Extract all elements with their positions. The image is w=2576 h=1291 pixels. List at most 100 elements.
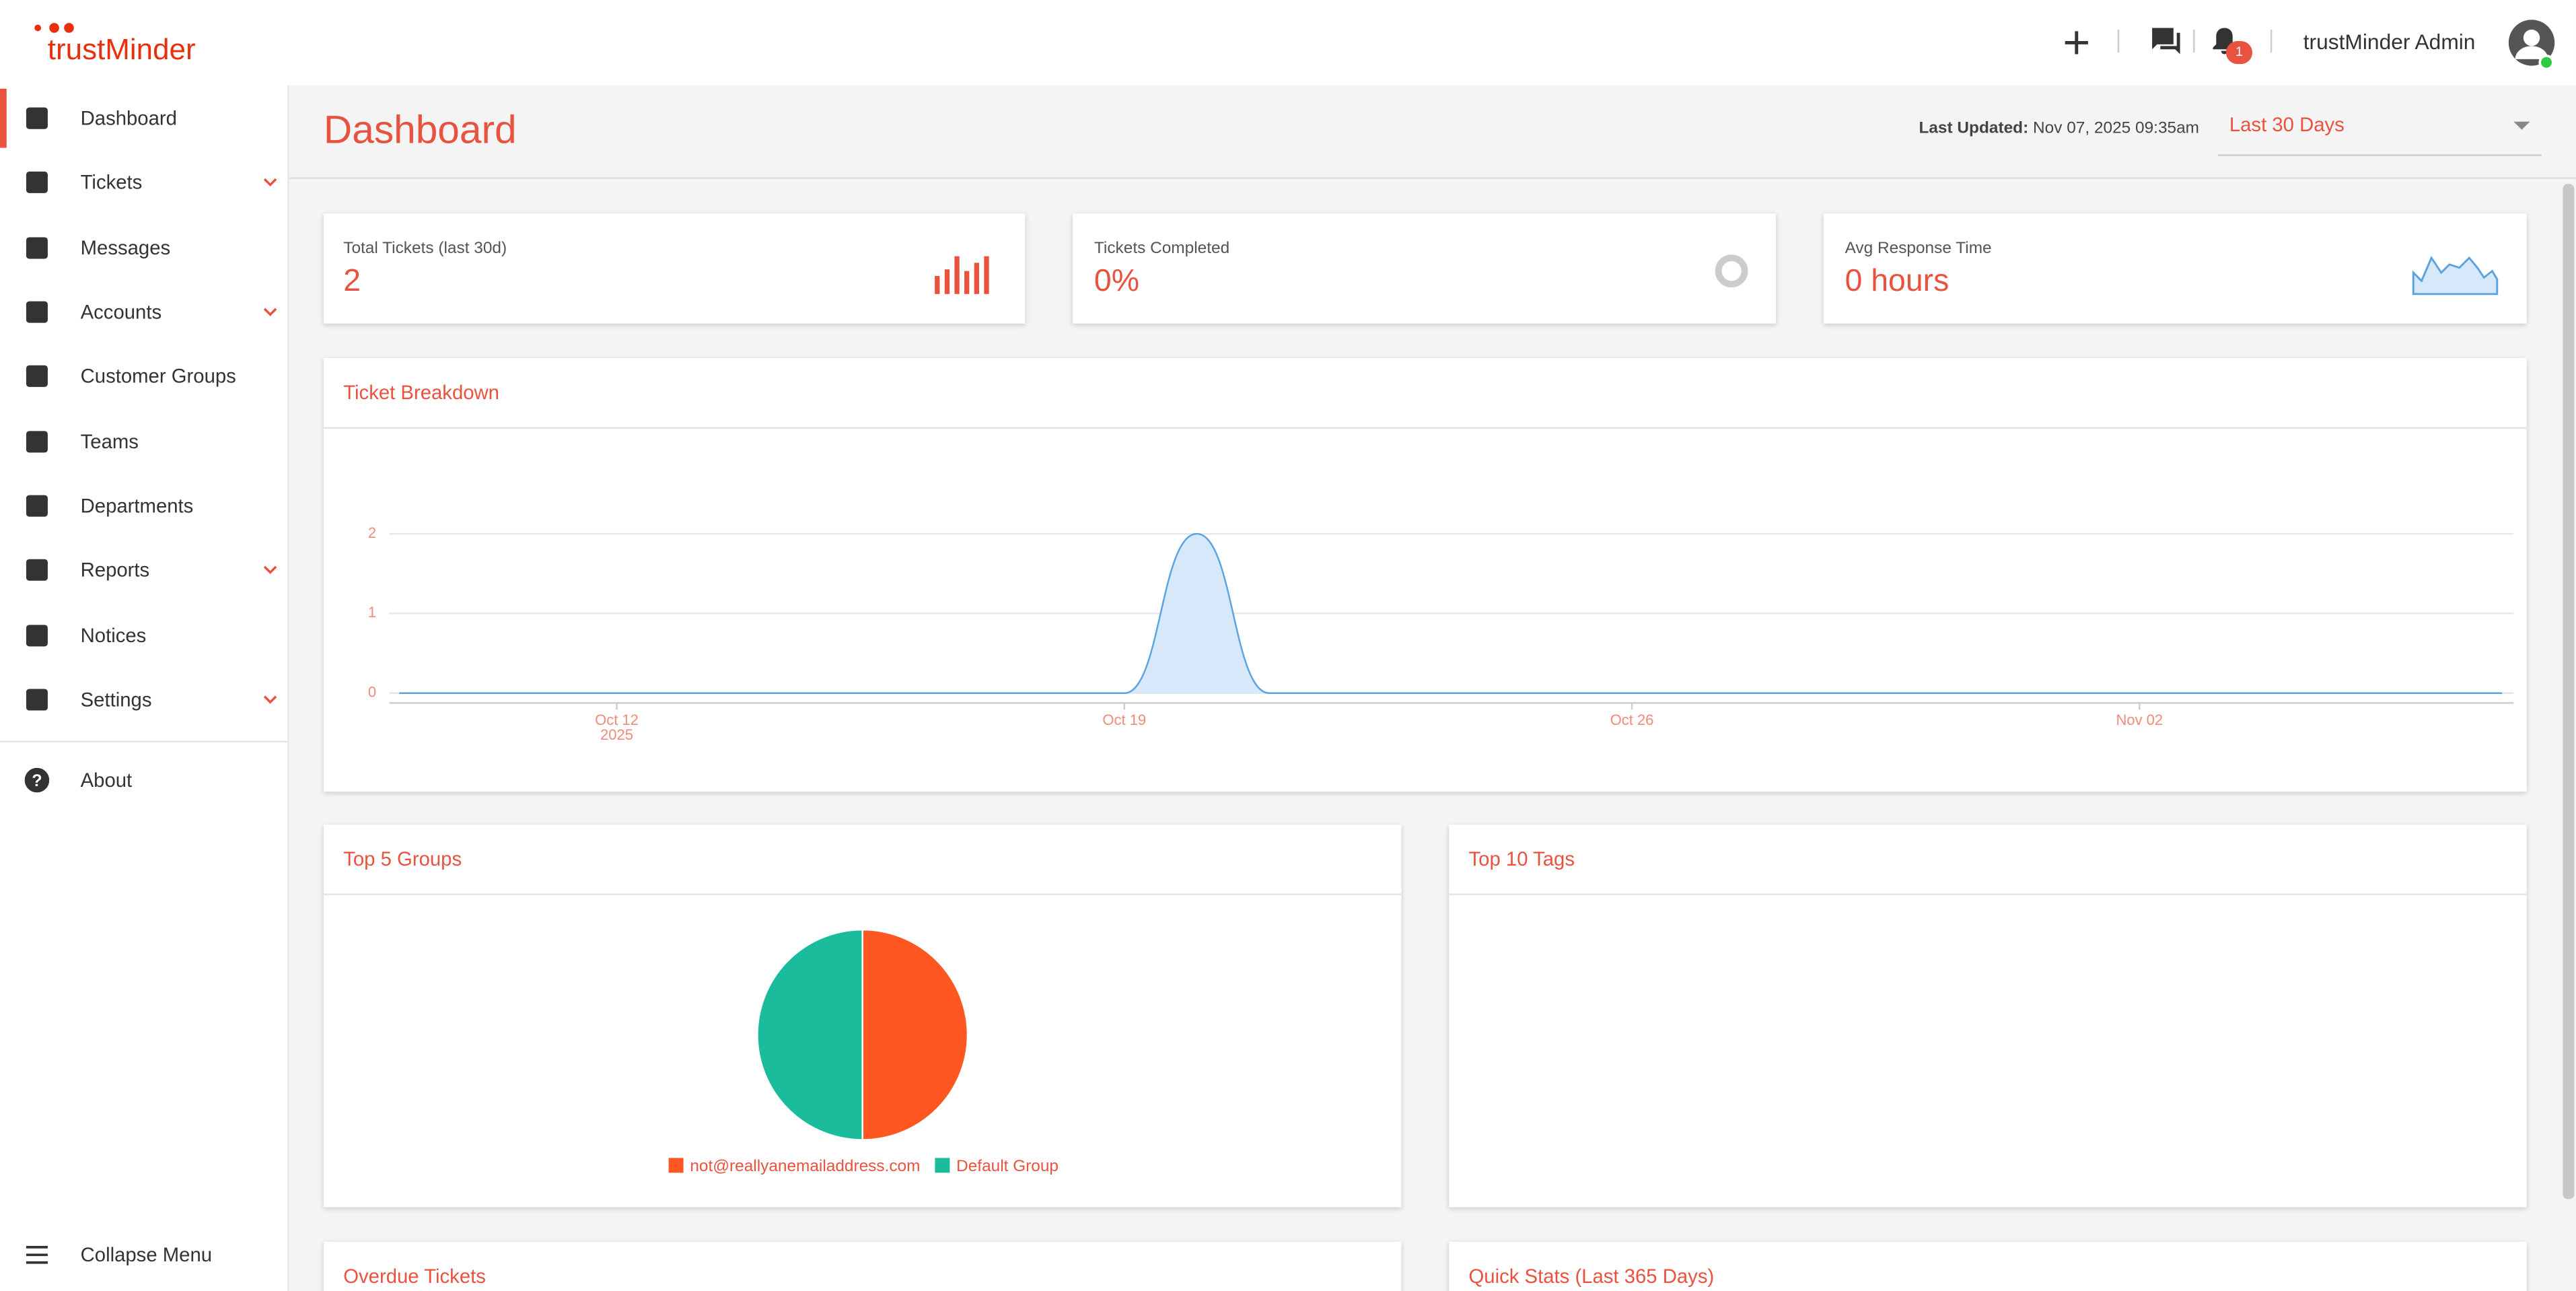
stat-label: Avg Response Time (1845, 240, 1992, 258)
nav-item[interactable]: ? About (0, 751, 287, 810)
nav-icon (26, 1246, 48, 1264)
line (399, 532, 2503, 694)
card-title: Top 5 Groups (343, 847, 462, 871)
nav-icon (26, 107, 48, 129)
nav-label: Settings (80, 688, 152, 711)
user-name[interactable]: trustMinder Admin (2303, 29, 2476, 55)
sidebar: ? About Collapse Menu Dashboard Tickets Me… (0, 85, 289, 1291)
chevron-shape (263, 308, 277, 316)
nav-icon (26, 625, 48, 647)
separator (0, 740, 288, 742)
card-title: Ticket Breakdown (343, 381, 500, 405)
nav-label: Accounts (80, 300, 162, 324)
nav-item[interactable]: Accounts (0, 283, 287, 342)
stat-value: 2 (343, 264, 361, 300)
avatar[interactable] (2507, 20, 2559, 72)
nav-item[interactable]: Reports (0, 540, 287, 600)
x-tick-label: Oct 12 (595, 711, 639, 728)
nav-icon (26, 495, 48, 517)
nav-label: Notices (80, 624, 147, 648)
stat-card: Avg Response Time 0 hours (1823, 213, 2527, 324)
chevron (263, 695, 277, 704)
svg-text:?: ? (32, 771, 42, 790)
icon-shape (26, 431, 48, 453)
last-updated-value: Nov 07, 2025 09:35am (2032, 120, 2200, 138)
nav-item[interactable]: Notices (0, 606, 287, 665)
pie-slice (756, 928, 863, 1141)
x-tick-label: Nov 02 (2116, 711, 2163, 728)
scrollbar[interactable] (2563, 184, 2575, 1199)
pie-slice (861, 928, 969, 1141)
nav-label: Departments (80, 494, 194, 518)
nav-icon (26, 559, 48, 581)
logo-dots (34, 23, 74, 33)
chevron (263, 308, 277, 316)
nav-icon (26, 365, 48, 387)
stat-card: Total Tickets (last 30d) 2 (323, 213, 1026, 324)
stat-icon (2412, 256, 2499, 295)
y-tick-label: 1 (368, 604, 376, 621)
last-updated-label: Last Updated: (1919, 120, 2029, 138)
nav-label: Customer Groups (80, 364, 236, 388)
chevron-shape (263, 178, 277, 186)
icon-shape (26, 495, 48, 517)
nav-label: Reports (80, 558, 150, 582)
x-year-label: 2025 (600, 726, 633, 743)
panel-card: Quick Stats (Last 365 Days) (1449, 1241, 2527, 1291)
legend-label: not@reallyanemailaddress.com (690, 1157, 920, 1175)
nav-item[interactable]: Teams (0, 412, 287, 471)
nav-item[interactable]: Messages (0, 219, 287, 278)
nav-item[interactable]: Settings (0, 670, 287, 730)
nav-icon: ? (24, 767, 50, 793)
chevron-shape (263, 695, 277, 704)
card-rule (323, 427, 2527, 429)
chart-card: Ticket Breakdown (323, 357, 2527, 792)
card-rule (323, 893, 1402, 895)
stat-icon (1715, 254, 1748, 288)
legend-label: Default Group (956, 1157, 1059, 1175)
stat-label: Tickets Completed (1094, 240, 1230, 258)
nav-label: About (80, 769, 133, 792)
nav-label: Messages (80, 236, 171, 260)
icon-shape (26, 301, 48, 323)
nav-icon (26, 237, 48, 259)
stat-value: 0% (1094, 264, 1139, 300)
stat-icon (935, 256, 989, 294)
messages-button[interactable] (2151, 26, 2184, 56)
card-title: Overdue Tickets (343, 1264, 486, 1288)
chevron-shape (263, 565, 277, 574)
icon-shape (26, 237, 48, 259)
icon-shape (26, 689, 48, 711)
nav-item[interactable]: Customer Groups (0, 347, 287, 406)
nav-icon (26, 431, 48, 453)
panel-card: Overdue Tickets (323, 1241, 1402, 1291)
nav-label: Dashboard (80, 106, 177, 130)
stat-card: Tickets Completed 0% (1073, 213, 1777, 324)
range-select[interactable]: Last 30 Days (2217, 102, 2542, 156)
icon-shape (26, 107, 48, 129)
icon-shape (26, 171, 48, 193)
nav-icon (26, 689, 48, 711)
panel-card: Top 10 Tags (1449, 824, 2527, 1208)
dropdown-arrow (2513, 121, 2530, 130)
nav-item[interactable]: Departments (0, 477, 287, 536)
icon-shape (26, 559, 48, 581)
icon-shape (26, 365, 48, 387)
add-button[interactable] (2063, 30, 2089, 56)
divider (2193, 29, 2195, 53)
y-tick-label: 2 (368, 524, 376, 541)
x-tick-label: Oct 19 (1102, 711, 1146, 728)
header-rule (289, 177, 2576, 179)
nav-item[interactable]: Tickets (0, 153, 287, 212)
y-tick-label: 0 (368, 684, 376, 701)
range-value: Last 30 Days (2229, 113, 2345, 137)
nav-item[interactable]: Collapse Menu (0, 1225, 287, 1284)
card-rule (1449, 893, 2527, 895)
nav-item[interactable]: Dashboard (0, 88, 287, 148)
divider (2270, 29, 2273, 53)
logo[interactable]: trustMinder (47, 32, 196, 66)
nav-label: Collapse Menu (80, 1243, 213, 1267)
